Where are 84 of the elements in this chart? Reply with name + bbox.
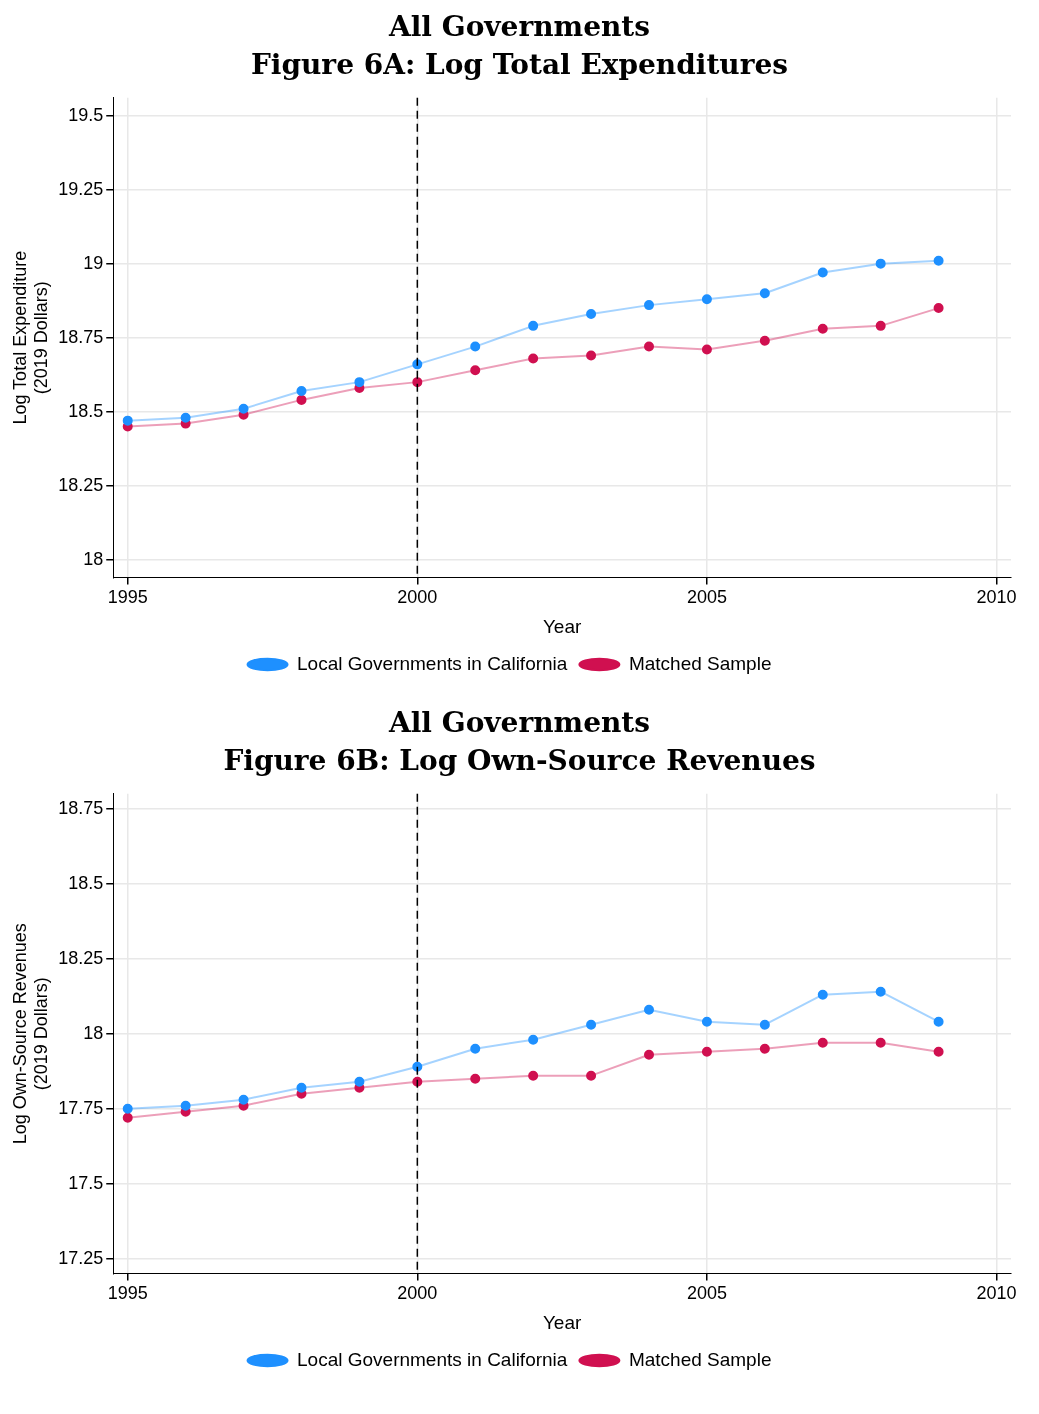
point — [644, 1049, 654, 1060]
point — [759, 1019, 770, 1030]
chart-subtitle: Figure 6B: Log Own-Source Revenues — [222, 743, 817, 779]
y-tick-label: 17.75 — [58, 1097, 104, 1118]
point — [296, 386, 307, 397]
point — [354, 377, 365, 388]
y-tick-label: 18.25 — [58, 947, 104, 968]
y-tick-label: 18 — [83, 1022, 104, 1043]
point — [759, 288, 770, 299]
point — [875, 1037, 886, 1048]
point — [470, 365, 481, 376]
point — [933, 1016, 944, 1027]
x-tick-label: 2005 — [686, 1283, 727, 1304]
point — [701, 344, 712, 355]
point — [817, 267, 828, 278]
chart-subtitle: Figure 6A: Log Total Expenditures — [249, 47, 790, 83]
point — [875, 258, 886, 269]
point — [933, 255, 944, 266]
x-axis-title: Year — [542, 615, 582, 637]
point — [122, 415, 133, 426]
x-tick-label: 2005 — [686, 587, 727, 608]
point — [759, 1043, 770, 1054]
point — [644, 1004, 654, 1015]
y-tick-label: 18.75 — [58, 326, 104, 347]
point — [528, 1034, 539, 1045]
point — [644, 341, 654, 352]
chart-title: All Governments — [387, 705, 651, 741]
point — [296, 1082, 307, 1093]
point — [875, 986, 886, 997]
x-tick-label: 2000 — [397, 587, 438, 608]
point — [701, 1046, 712, 1057]
point — [528, 353, 539, 364]
y-tick-label: 19 — [83, 252, 104, 273]
x-tick-label: 1995 — [107, 1283, 148, 1304]
point — [817, 323, 828, 334]
y-tick-label: 17.25 — [58, 1247, 104, 1268]
y-tick-label: 18.5 — [68, 400, 104, 421]
point — [817, 1037, 828, 1048]
point — [180, 412, 191, 423]
legend-label: Local Governments in California — [297, 1348, 568, 1370]
y-tick-label: 18.5 — [68, 872, 104, 893]
x-tick-label: 2010 — [976, 587, 1017, 608]
point — [122, 1103, 133, 1114]
x-axis-title: Year — [542, 1311, 582, 1333]
point — [701, 1016, 712, 1027]
point — [759, 335, 770, 346]
point — [528, 1070, 539, 1081]
legend-label: Local Governments in California — [297, 652, 568, 674]
point — [528, 320, 539, 331]
point — [238, 403, 249, 414]
y-tick-label: 17.5 — [68, 1172, 104, 1193]
y-axis-title: Log Own-Source Revenues (2019 Dollars) — [9, 923, 52, 1145]
point — [586, 1019, 597, 1030]
point — [470, 341, 481, 352]
point — [933, 303, 944, 314]
point — [122, 1112, 133, 1123]
point — [875, 320, 886, 331]
point — [470, 1043, 481, 1054]
point — [412, 377, 423, 388]
point — [933, 1046, 944, 1057]
y-tick-label: 19.5 — [68, 104, 104, 125]
point — [180, 1100, 191, 1111]
legend-label: Matched Sample — [628, 1348, 772, 1370]
x-tick-label: 1995 — [107, 587, 148, 608]
legend-label: Matched Sample — [628, 652, 772, 674]
point — [412, 1061, 423, 1072]
point — [354, 1076, 365, 1087]
point — [586, 1070, 597, 1081]
y-axis-title: Log Total Expenditure (2019 Dollars) — [9, 250, 52, 425]
chart-title: All Governments — [387, 9, 651, 45]
point — [586, 350, 597, 361]
point — [470, 1073, 481, 1084]
point — [701, 294, 712, 305]
y-tick-label: 18.25 — [58, 474, 104, 495]
point — [296, 394, 307, 405]
x-tick-label: 2000 — [397, 1283, 438, 1304]
y-tick-label: 18 — [83, 548, 104, 569]
point — [238, 1094, 249, 1105]
x-tick-label: 2010 — [976, 1283, 1017, 1304]
y-tick-label: 18.75 — [58, 797, 104, 818]
point — [817, 989, 828, 1000]
point — [586, 309, 597, 320]
point — [644, 300, 654, 311]
y-tick-label: 19.25 — [58, 178, 104, 199]
